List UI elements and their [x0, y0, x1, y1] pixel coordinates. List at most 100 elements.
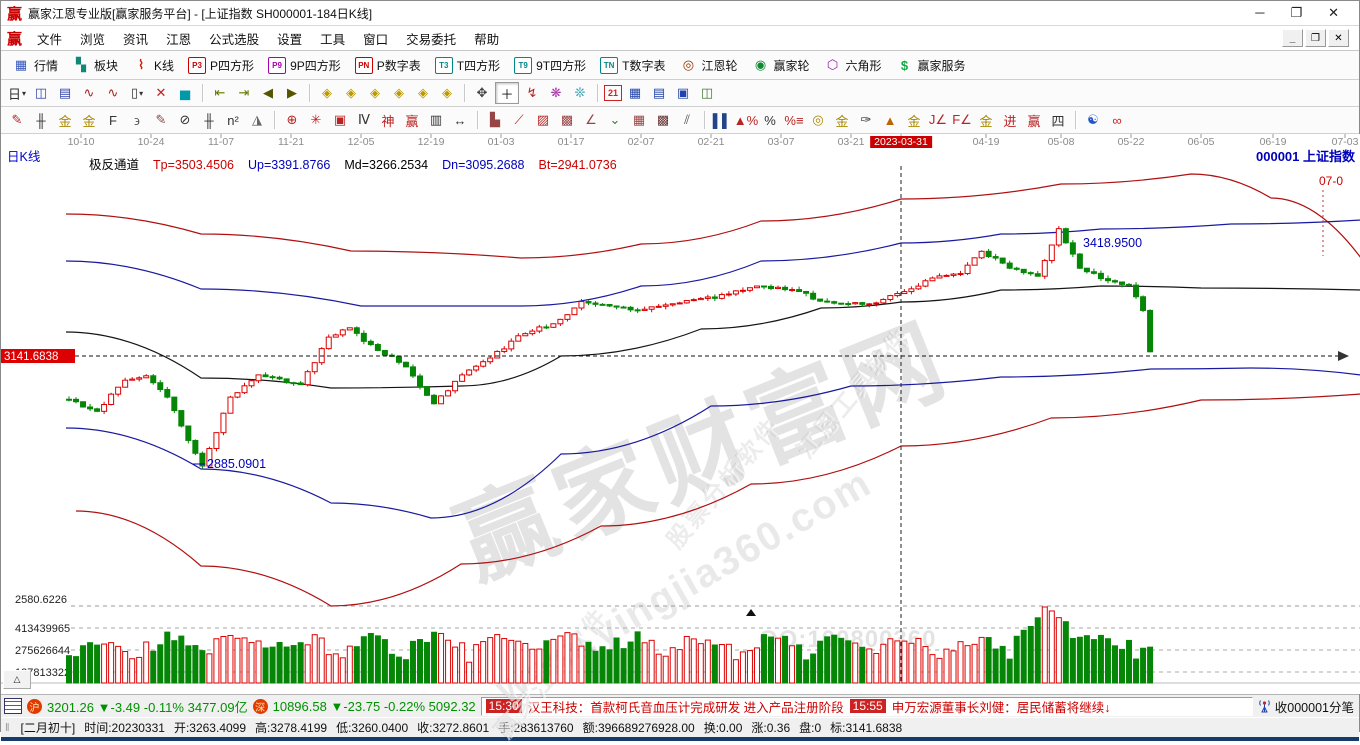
pen-tool-icon[interactable]: ✎ [11, 112, 23, 127]
gann-fan-icon[interactable]: ⟋ [514, 112, 524, 127]
close-icon[interactable]: ✕ [1328, 5, 1339, 20]
grid-dense-icon[interactable]: ▦ [632, 112, 646, 127]
quotes-button[interactable]: ▦ 行情 [5, 55, 65, 76]
9t-square-button[interactable]: T9 9T四方形 [507, 55, 593, 76]
star-burst-icon[interactable]: ✳ [310, 112, 322, 127]
diamond-right-icon[interactable]: ◈ [346, 85, 356, 100]
prism-icon[interactable]: ◮ [252, 112, 262, 127]
width-measure-icon[interactable]: ↔ [453, 112, 467, 128]
diamond-x-icon[interactable]: ◈ [394, 85, 404, 100]
candle-style-dropdown[interactable]: ▯ ▾ [130, 85, 144, 100]
9p-square-button[interactable]: P9 9P四方形 [261, 55, 348, 76]
mdi-close-icon[interactable]: ✕ [1328, 29, 1349, 47]
grid-dark-icon[interactable]: ▩ [656, 112, 670, 127]
menu-浏览[interactable]: 浏览 [80, 32, 106, 47]
infinity-icon[interactable]: ∞ [1112, 112, 1122, 128]
trend-line-icon[interactable]: ∠ [585, 112, 597, 127]
pattern-icon[interactable]: ◫ [34, 85, 48, 100]
f-angle-icon[interactable]: F∠ [952, 112, 972, 127]
gold-circle-icon[interactable]: ◎ [812, 112, 824, 127]
mdi-restore-icon[interactable]: ❐ [1305, 29, 1326, 47]
fan-fill-icon[interactable]: ▨ [536, 112, 550, 127]
diamond-h-icon[interactable]: ◈ [370, 85, 380, 100]
crosshair-tool-icon[interactable]: ＋ [495, 82, 519, 104]
calculator-icon[interactable]: ▦ [628, 85, 642, 100]
diamond-left-icon[interactable]: ◈ [322, 85, 332, 100]
flower-tool-icon[interactable]: ❋ [550, 85, 562, 100]
yinyang-icon[interactable]: ☯ [1087, 112, 1099, 127]
gann-wheel-button[interactable]: ◎ 江恩轮 [672, 55, 744, 76]
wave-mark-icon[interactable]: Ⅳ [358, 112, 370, 127]
circle-cross-icon[interactable]: ⊕ [286, 112, 298, 127]
wave3-icon[interactable]: ∿ [83, 85, 95, 100]
pen2-tool-icon[interactable]: ✎ [155, 112, 167, 127]
next-bar-icon[interactable]: ▶ [287, 85, 297, 100]
minimize-icon[interactable]: ─ [1255, 5, 1265, 20]
hexagon-button[interactable]: ⬡ 六角形 [817, 55, 889, 76]
gold-grid-icon[interactable]: 金 [58, 113, 72, 129]
gold-lines-icon[interactable]: 金 [835, 113, 849, 129]
pattern-x-icon[interactable]: ✕ [155, 85, 167, 100]
shanghai-market-icon[interactable]: 沪 [27, 698, 42, 714]
shen-grid-icon[interactable]: 神 [381, 113, 395, 129]
f-grid-icon[interactable]: F [109, 112, 117, 128]
t-table-button[interactable]: TN T数字表 [593, 55, 672, 76]
menu-窗口[interactable]: 窗口 [363, 32, 389, 47]
check-line-icon[interactable]: ⌄ [609, 112, 621, 127]
restore-icon[interactable]: ❐ [1290, 5, 1303, 20]
news-ticker[interactable]: 15:30 汉王科技：首款柯氏音血压计完成研发 进入产品注册阶段 15:55 申万宏源… [480, 696, 1253, 716]
prev-bar-icon[interactable]: ◀ [263, 85, 273, 100]
percent-icon[interactable]: % [764, 112, 776, 128]
winner-service-button[interactable]: $ 赢家服务 [889, 55, 973, 76]
ruler-icon[interactable]: ▥ [429, 112, 443, 127]
si-angle-icon[interactable]: 四 [1051, 113, 1065, 129]
info-list-icon[interactable]: ▤ [58, 85, 72, 100]
jin-angle-icon[interactable]: 进 [1003, 113, 1017, 129]
mdi-minimize-icon[interactable]: _ [1282, 29, 1303, 47]
last-bar-icon[interactable]: ⇥ [238, 85, 250, 100]
spiral-icon[interactable]: ϶ [134, 112, 140, 128]
winner-wheel-button[interactable]: ◉ 赢家轮 [744, 55, 816, 76]
brush-icon[interactable]: ✑ [860, 112, 872, 127]
percent-lines-icon[interactable]: %≡ [784, 112, 804, 128]
frame-icon[interactable]: ▙ [490, 112, 500, 127]
diamond-v-icon[interactable]: ◈ [418, 85, 428, 100]
gold-grid2-icon[interactable]: 金 [82, 113, 96, 129]
kline-button[interactable]: ⌇ K线 [125, 55, 181, 76]
wave9-icon[interactable]: ∿ [107, 85, 119, 100]
gold-box-icon[interactable]: 金 [907, 113, 921, 129]
menu-交易委托[interactable]: 交易委托 [406, 32, 457, 47]
percent-tri-icon[interactable]: ▲% [733, 112, 759, 128]
calendar-icon[interactable]: 21 [604, 85, 622, 101]
first-bar-icon[interactable]: ⇤ [214, 85, 226, 100]
scroll-up-button[interactable]: △ [3, 670, 31, 689]
gold-tri-icon[interactable]: ▲ [883, 112, 897, 128]
parallel-lines-icon[interactable]: ⫽ [684, 112, 690, 127]
hand-tool-icon[interactable]: ✥ [476, 85, 488, 100]
ying-grid-icon[interactable]: 赢 [405, 113, 419, 129]
menu-设置[interactable]: 设置 [277, 32, 303, 47]
kline-chart[interactable]: 2580.62264134399652756266441378133223141… [1, 134, 1360, 694]
shenzhen-market-icon[interactable]: 深 [252, 698, 268, 714]
period-day-dropdown[interactable]: 日 ▾ [7, 86, 27, 102]
p-square-button[interactable]: P3 P四方形 [181, 55, 261, 76]
angle-measure-icon[interactable]: ↯ [526, 85, 538, 100]
ying-angle-icon[interactable]: 赢 [1027, 113, 1041, 129]
gold-angle-icon[interactable]: 金 [979, 113, 993, 129]
brain-tool-icon[interactable]: ❊ [574, 85, 586, 100]
t-square-button[interactable]: T3 T四方形 [428, 55, 507, 76]
menu-江恩[interactable]: 江恩 [166, 32, 192, 47]
menu-公式选股[interactable]: 公式选股 [209, 32, 260, 47]
n2-icon[interactable]: n² [227, 112, 239, 128]
menu-工具[interactable]: 工具 [320, 32, 346, 47]
p-table-button[interactable]: PN P数字表 [348, 55, 428, 76]
diamond-grid-icon[interactable]: ◈ [442, 85, 452, 100]
colored-volume-icon[interactable]: ▅ [180, 85, 190, 100]
notes-icon[interactable]: ▤ [652, 85, 666, 100]
ruler-grid-icon[interactable]: ╫ [204, 112, 214, 128]
network-icon[interactable]: ◫ [700, 85, 714, 100]
menu-帮助[interactable]: 帮助 [474, 32, 500, 47]
save-icon[interactable]: ▣ [676, 85, 690, 100]
menu-资讯[interactable]: 资讯 [123, 32, 149, 47]
sectors-button[interactable]: ▚ 板块 [65, 55, 125, 76]
